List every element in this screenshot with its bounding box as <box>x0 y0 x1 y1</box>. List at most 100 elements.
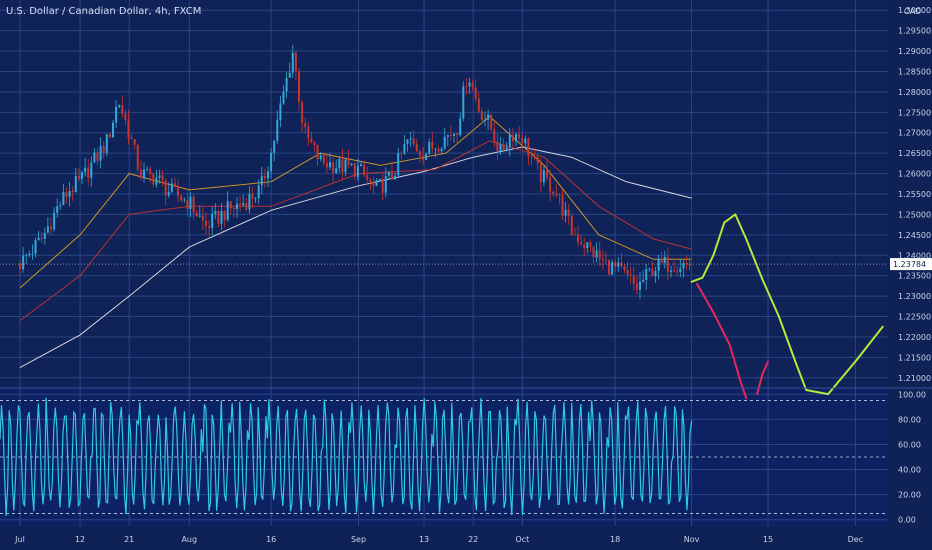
candle-body <box>536 157 539 164</box>
candle-body <box>604 259 607 261</box>
y-tick-label: 1.26500 <box>898 149 931 158</box>
drawings <box>690 213 884 400</box>
projection-drawing <box>690 213 884 396</box>
y-tick-label: 1.25500 <box>898 190 931 199</box>
candle-body <box>539 163 542 183</box>
candle-body <box>310 138 313 143</box>
candle-body <box>381 178 384 193</box>
candle-body <box>270 152 273 172</box>
candle-body <box>298 71 300 102</box>
y-tick-label: 1.22000 <box>898 333 931 342</box>
x-tick-label: 18 <box>610 535 620 544</box>
candle-body <box>146 168 149 170</box>
x-tick-label: Nov <box>684 535 700 544</box>
osc-tick-label: 60.00 <box>898 440 921 449</box>
candle-body <box>93 152 96 163</box>
x-tick-label: Aug <box>181 535 197 544</box>
candle-body <box>19 263 21 270</box>
candle-body <box>124 113 127 120</box>
candle-body <box>487 114 490 120</box>
candle-body <box>87 167 90 178</box>
candle-body <box>77 176 80 179</box>
candle-body <box>149 168 152 174</box>
candle-body <box>350 163 353 165</box>
candle-body <box>195 212 198 217</box>
candle-body <box>515 134 517 142</box>
candle-body <box>611 262 614 275</box>
candle-body <box>251 193 254 199</box>
x-tick-label: 13 <box>419 535 429 544</box>
x-tick-label: 15 <box>763 535 773 544</box>
candle-body <box>205 220 207 227</box>
candle-body <box>189 196 192 209</box>
candle-body <box>484 119 486 121</box>
candle-body <box>276 119 279 141</box>
candle-body <box>279 103 282 120</box>
candle-body <box>257 185 260 199</box>
candle-body <box>158 175 161 178</box>
candle-body <box>288 72 291 78</box>
candle-body <box>363 164 366 175</box>
y-tick-label: 1.24000 <box>898 251 931 260</box>
x-tick-label: 12 <box>75 535 85 544</box>
candle-body <box>282 91 285 104</box>
candle-body <box>434 148 437 150</box>
candle-body <box>425 153 428 160</box>
candle-body <box>335 168 338 173</box>
candle-body <box>511 135 514 142</box>
candle-body <box>319 155 322 160</box>
candle-body <box>567 209 570 216</box>
osc-tick-label: 20.00 <box>898 491 921 500</box>
candle-body <box>353 163 356 177</box>
candle-body <box>338 158 341 168</box>
x-tick-label: Sep <box>351 535 366 544</box>
y-tick-label: 1.21500 <box>898 353 931 362</box>
candle-body <box>670 270 672 272</box>
candle-body <box>635 283 638 290</box>
candle-body <box>546 170 548 178</box>
y-tick-label: 1.23000 <box>898 292 931 301</box>
candle-body <box>626 270 629 275</box>
candle-body <box>508 135 511 148</box>
candle-body <box>211 213 214 229</box>
candle-body <box>245 203 248 210</box>
candle-body <box>530 156 533 157</box>
candle-body <box>118 105 121 107</box>
candle-body <box>260 175 263 186</box>
x-tick-label: 22 <box>468 535 478 544</box>
candle-body <box>657 258 660 271</box>
candle-body <box>143 169 145 179</box>
candle-body <box>397 153 400 176</box>
candle-body <box>468 82 471 87</box>
candle-body <box>518 134 521 138</box>
candle-body <box>477 98 480 112</box>
candle-body <box>180 196 183 201</box>
candle-body <box>192 196 195 213</box>
candle-body <box>412 138 415 144</box>
osc-tick-label: 100.00 <box>898 390 926 399</box>
candle-body <box>580 242 583 245</box>
candle-body <box>586 242 589 249</box>
osc-tick-label: 0.00 <box>898 516 916 525</box>
candle-body <box>549 177 552 192</box>
candle-body <box>480 111 483 121</box>
candle-body <box>329 162 331 168</box>
candle-body <box>322 155 325 163</box>
candle-body <box>223 211 226 221</box>
candle-body <box>344 159 347 173</box>
y-tick-label: 1.25000 <box>898 210 931 219</box>
candle-body <box>502 144 505 151</box>
y-tick-label: 1.29000 <box>898 47 931 56</box>
candle-body <box>651 268 654 276</box>
candle-body <box>378 178 381 181</box>
candle-body <box>115 107 118 123</box>
candle-body <box>177 186 180 197</box>
candle-body <box>341 158 344 173</box>
candle-body <box>629 274 632 277</box>
x-tick-label: Oct <box>515 535 529 544</box>
candle-body <box>313 142 316 145</box>
candle-body <box>294 52 297 72</box>
candle-body <box>174 183 176 187</box>
candle-body <box>673 270 676 272</box>
candle-body <box>583 244 586 248</box>
